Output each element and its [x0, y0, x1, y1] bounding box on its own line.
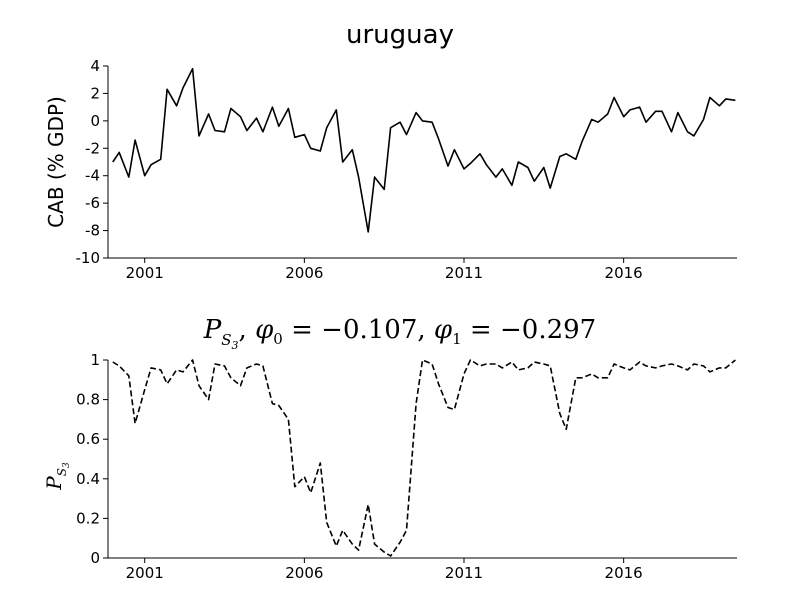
cab-chart: uruguay CAB (% GDP) 420-2-4-6-8-10 2001 2…: [44, 20, 737, 282]
probability-x-tick-label: 2011: [445, 564, 483, 582]
probability-y-tick-label: 1: [90, 351, 100, 369]
cab-y-axis-label: CAB (% GDP): [44, 96, 68, 228]
probability-y-tick-label: 0.8: [76, 391, 100, 409]
cab-x-tick-label: 2016: [605, 264, 643, 282]
cab-y-ticks: 4 2 0 -2 -4 -6 -8 -10: [76, 57, 108, 267]
cab-y-tick-label: -8: [85, 222, 100, 240]
cab-axes: [107, 66, 737, 259]
probability-series: [112, 359, 736, 557]
cab-x-tick-label: 2006: [285, 264, 323, 282]
probability-chart: PS3, φ0 = −0.107, φ1 = −0.297 PS3 0 0.2 0.…: [42, 315, 737, 582]
probability-y-tick-label: 0: [90, 549, 100, 567]
probability-y-axis-label: PS3: [42, 462, 72, 491]
cab-series: [112, 67, 736, 233]
probability-y-tick-label: 0.6: [76, 430, 100, 448]
cab-y-tick-label: 4: [90, 57, 100, 75]
probability-chart-title: PS3, φ0 = −0.107, φ1 = −0.297: [203, 315, 596, 352]
probability-x-tick-label: 2016: [605, 564, 643, 582]
probability-x-tick-label: 2001: [126, 564, 164, 582]
probability-x-ticks: 2001 2006 2011 2016: [126, 558, 643, 582]
probability-x-tick-label: 2006: [285, 564, 323, 582]
probability-y-tick-label: 0.2: [76, 509, 100, 527]
probability-y-tick-label: 0.4: [76, 470, 100, 488]
probability-y-ticks: 0 0.2 0.4 0.6 0.8 1: [76, 351, 108, 567]
cab-y-tick-label: 2: [90, 84, 100, 102]
cab-x-ticks: 2001 2006 2011 2016: [126, 258, 643, 282]
probability-series-line: [112, 359, 736, 557]
cab-x-tick-label: 2001: [126, 264, 164, 282]
cab-y-tick-label: 0: [90, 112, 100, 130]
cab-y-tick-label: -6: [85, 194, 100, 212]
cab-chart-title: uruguay: [346, 20, 454, 50]
cab-y-tick-label: -10: [76, 249, 101, 267]
cab-y-tick-label: -2: [85, 139, 100, 157]
probability-axes: [107, 360, 737, 559]
cab-y-tick-label: -4: [85, 167, 100, 185]
cab-x-tick-label: 2011: [445, 264, 483, 282]
cab-series-line: [112, 67, 736, 233]
